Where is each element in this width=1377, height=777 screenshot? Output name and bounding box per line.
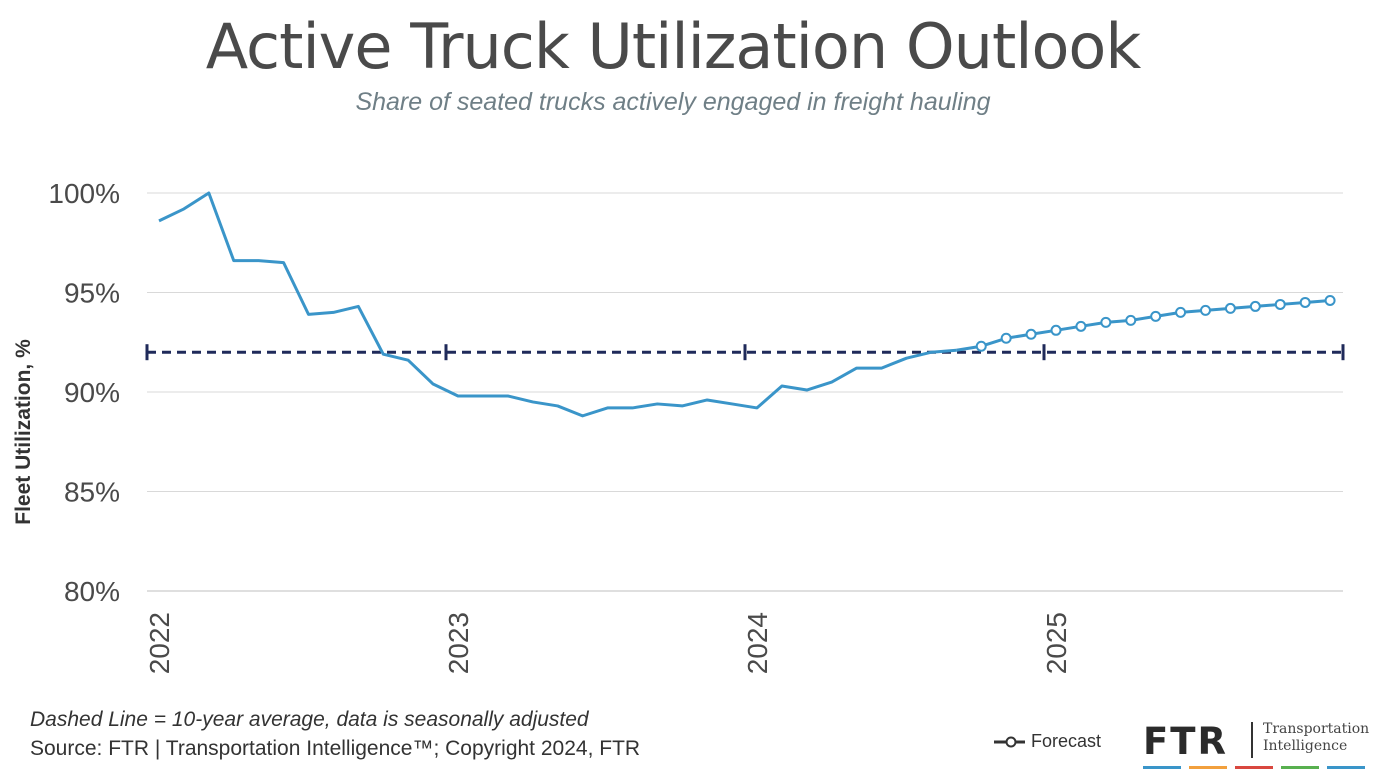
forecast-point: [1224, 302, 1236, 314]
ftr-logo: FTR Transportation Intelligence: [1143, 718, 1369, 772]
forecast-point: [1100, 316, 1112, 328]
actual-series-line: [158, 191, 957, 418]
forecast-point: [1075, 320, 1087, 332]
logo-tagline: Transportation Intelligence: [1263, 721, 1369, 755]
forecast-point: [1249, 300, 1261, 312]
forecast-point: [1000, 332, 1012, 344]
forecast-point: [1175, 306, 1187, 318]
forecast-point: [975, 340, 987, 352]
logo-tagline-line1: Transportation: [1263, 721, 1370, 737]
chart-subtitle: Share of seated trucks actively engaged …: [355, 88, 991, 116]
x-tick-label: 2025: [1041, 612, 1072, 674]
y-tick-label: 95%: [64, 278, 120, 309]
source-note: Source: FTR | Transportation Intelligenc…: [30, 737, 641, 760]
chart-title: Active Truck Utilization Outlook: [205, 10, 1142, 83]
forecast-series-line: [956, 298, 1331, 352]
forecast-point: [1324, 294, 1336, 306]
logo-wordmark: FTR: [1143, 720, 1229, 763]
logo-divider: [1251, 722, 1253, 758]
footnote-dashed-line: Dashed Line = 10-year average, data is s…: [30, 708, 589, 731]
forecast-point: [1050, 324, 1062, 336]
forecast-point: [1025, 328, 1037, 340]
forecast-point: [1150, 310, 1162, 322]
y-axis-label: Fleet Utilization, %: [12, 339, 35, 525]
y-tick-label: 90%: [64, 377, 120, 408]
logo-bar: [1189, 766, 1227, 769]
logo-bar: [1281, 766, 1319, 769]
logo-bar: [1143, 766, 1181, 769]
x-tick-label: 2024: [742, 612, 773, 674]
line-chart: 80% 85% 90% 95% 100% Fleet Utilization, % 2022…: [12, 178, 1345, 674]
logo-bar: [1235, 766, 1273, 769]
legend: Forecast: [993, 731, 1101, 752]
logo-tagline-line2: Intelligence: [1263, 738, 1348, 754]
x-tick-label: 2023: [443, 612, 474, 674]
forecast-point: [1299, 296, 1311, 308]
y-tick-label: 100%: [48, 178, 120, 209]
legend-label-forecast: Forecast: [1031, 731, 1102, 751]
logo-bar: [1327, 766, 1365, 769]
forecast-point: [1200, 304, 1211, 316]
y-tick-label: 85%: [64, 477, 120, 508]
forecast-legend-marker: [994, 736, 1025, 747]
forecast-point: [1274, 298, 1286, 310]
forecast-point: [1125, 314, 1137, 326]
x-tick-label: 2022: [144, 612, 175, 674]
y-tick-label: 80%: [64, 576, 120, 607]
